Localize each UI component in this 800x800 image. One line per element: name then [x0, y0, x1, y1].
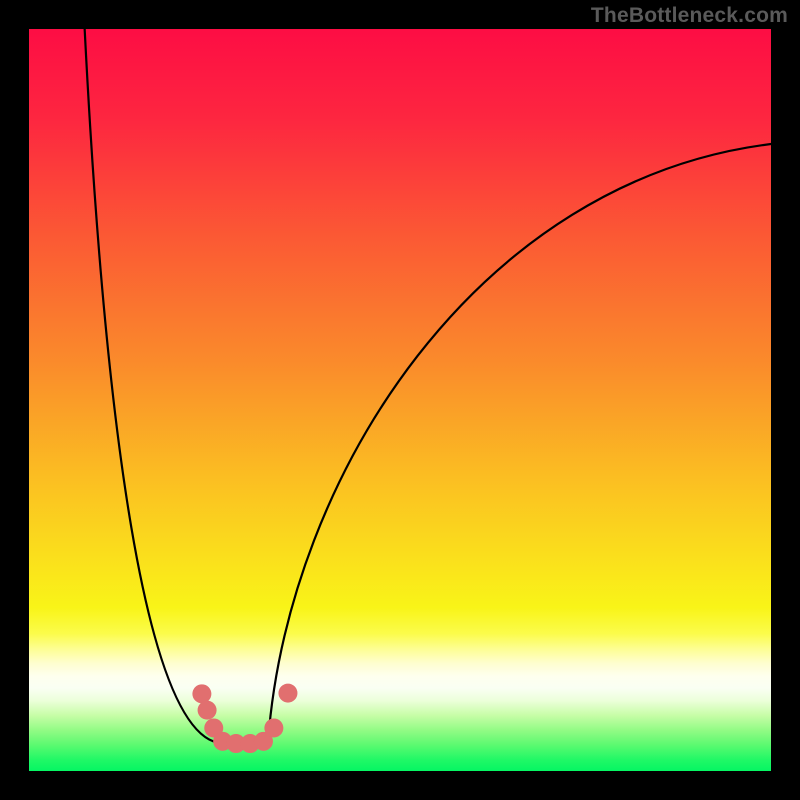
chart-svg — [29, 29, 771, 771]
chart-frame: TheBottleneck.com — [0, 0, 800, 800]
watermark-text: TheBottleneck.com — [591, 4, 788, 28]
plot-area — [29, 29, 771, 771]
